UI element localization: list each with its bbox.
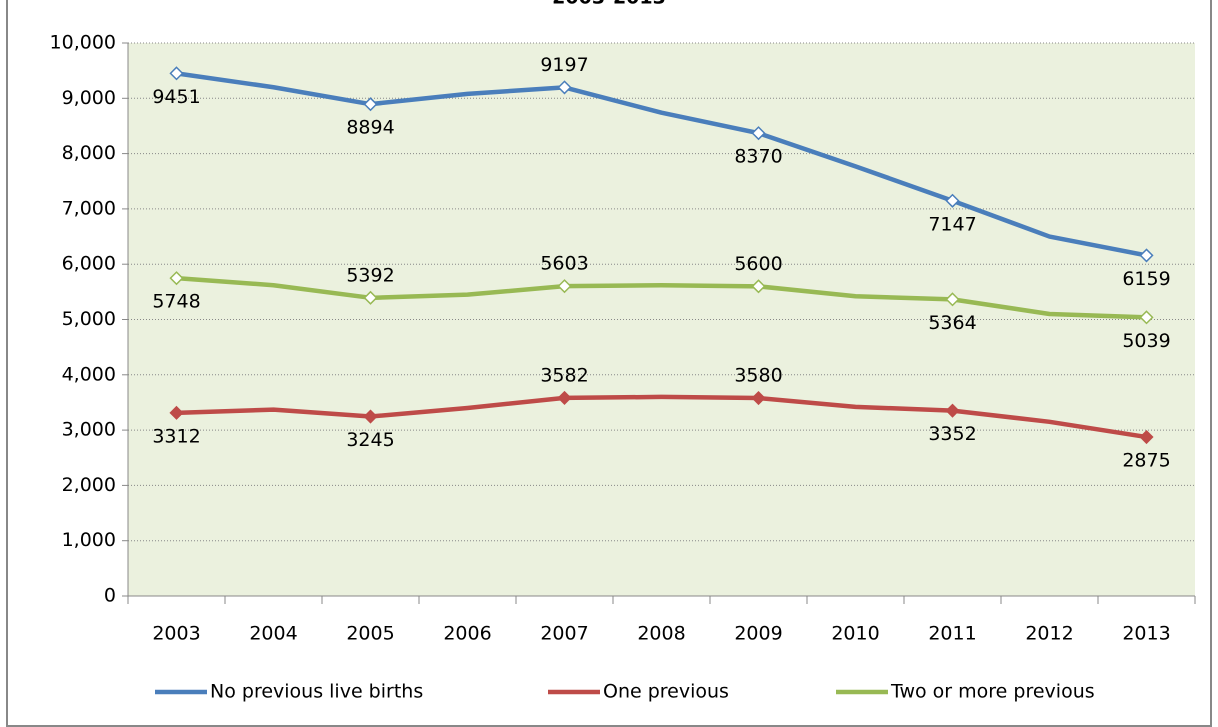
y-tick-label: 4,000	[62, 363, 116, 385]
x-tick-label: 2008	[637, 623, 685, 645]
data-label: 8370	[734, 146, 782, 168]
data-label: 9197	[540, 54, 588, 76]
y-tick-label: 3,000	[62, 419, 116, 441]
data-label: 2875	[1122, 450, 1170, 472]
data-label: 3580	[734, 365, 782, 387]
x-tick-label: 2005	[346, 623, 394, 645]
data-label: 5039	[1122, 330, 1170, 352]
x-tick-label: 2007	[540, 623, 588, 645]
x-tick-label: 2010	[831, 623, 879, 645]
data-label: 3352	[928, 423, 976, 445]
point-marker	[945, 193, 960, 208]
point-marker	[557, 390, 572, 405]
point-marker	[751, 279, 766, 294]
data-label: 5603	[540, 253, 588, 275]
point-marker	[363, 290, 378, 305]
data-label: 3312	[152, 425, 200, 447]
point-marker	[169, 66, 184, 81]
series-line	[176, 275, 1147, 320]
chart-title: 2003-2013	[552, 0, 666, 9]
legend-label: One previous	[603, 681, 729, 703]
series-line	[176, 394, 1147, 440]
point-marker	[751, 126, 766, 141]
data-label: 8894	[346, 117, 394, 139]
y-tick-label: 1,000	[62, 529, 116, 551]
y-tick-label: 5,000	[62, 308, 116, 330]
series-line	[176, 71, 1147, 258]
data-label: 5600	[734, 253, 782, 275]
data-label: 5392	[346, 264, 394, 286]
point-marker	[557, 80, 572, 95]
y-tick-label: 2,000	[62, 474, 116, 496]
x-tick-label: 2006	[443, 623, 491, 645]
y-tick-label: 8,000	[62, 142, 116, 164]
data-label: 3245	[346, 429, 394, 451]
data-label: 9451	[152, 86, 200, 108]
y-tick-label: 6,000	[62, 253, 116, 275]
point-marker	[751, 390, 766, 406]
point-marker	[363, 97, 378, 112]
y-tick-label: 0	[104, 585, 116, 607]
data-label: 5748	[152, 291, 200, 313]
point-marker	[1139, 248, 1154, 263]
x-tick-label: 2003	[152, 623, 200, 645]
point-marker	[945, 292, 960, 307]
data-label: 6159	[1122, 268, 1170, 290]
data-label: 5364	[928, 312, 976, 334]
y-tick-label: 7,000	[62, 197, 116, 219]
x-tick-label: 2012	[1025, 623, 1073, 645]
point-marker	[557, 279, 572, 294]
legend-label: No previous live births	[210, 681, 423, 703]
x-tick-label: 2004	[249, 623, 297, 645]
point-marker	[1139, 310, 1154, 325]
point-marker	[945, 403, 960, 418]
legend-label: Two or more previous	[890, 681, 1095, 703]
point-marker	[1139, 429, 1154, 445]
data-label: 7147	[928, 213, 976, 235]
x-tick-label: 2011	[928, 623, 976, 645]
data-label: 3582	[540, 364, 588, 386]
y-tick-label: 9,000	[62, 87, 116, 109]
point-marker	[169, 405, 184, 420]
point-marker	[363, 409, 378, 424]
x-tick-label: 2009	[734, 623, 782, 645]
y-tick-label: 10,000	[50, 32, 116, 54]
x-tick-label: 2013	[1122, 623, 1170, 645]
point-marker	[169, 271, 184, 286]
